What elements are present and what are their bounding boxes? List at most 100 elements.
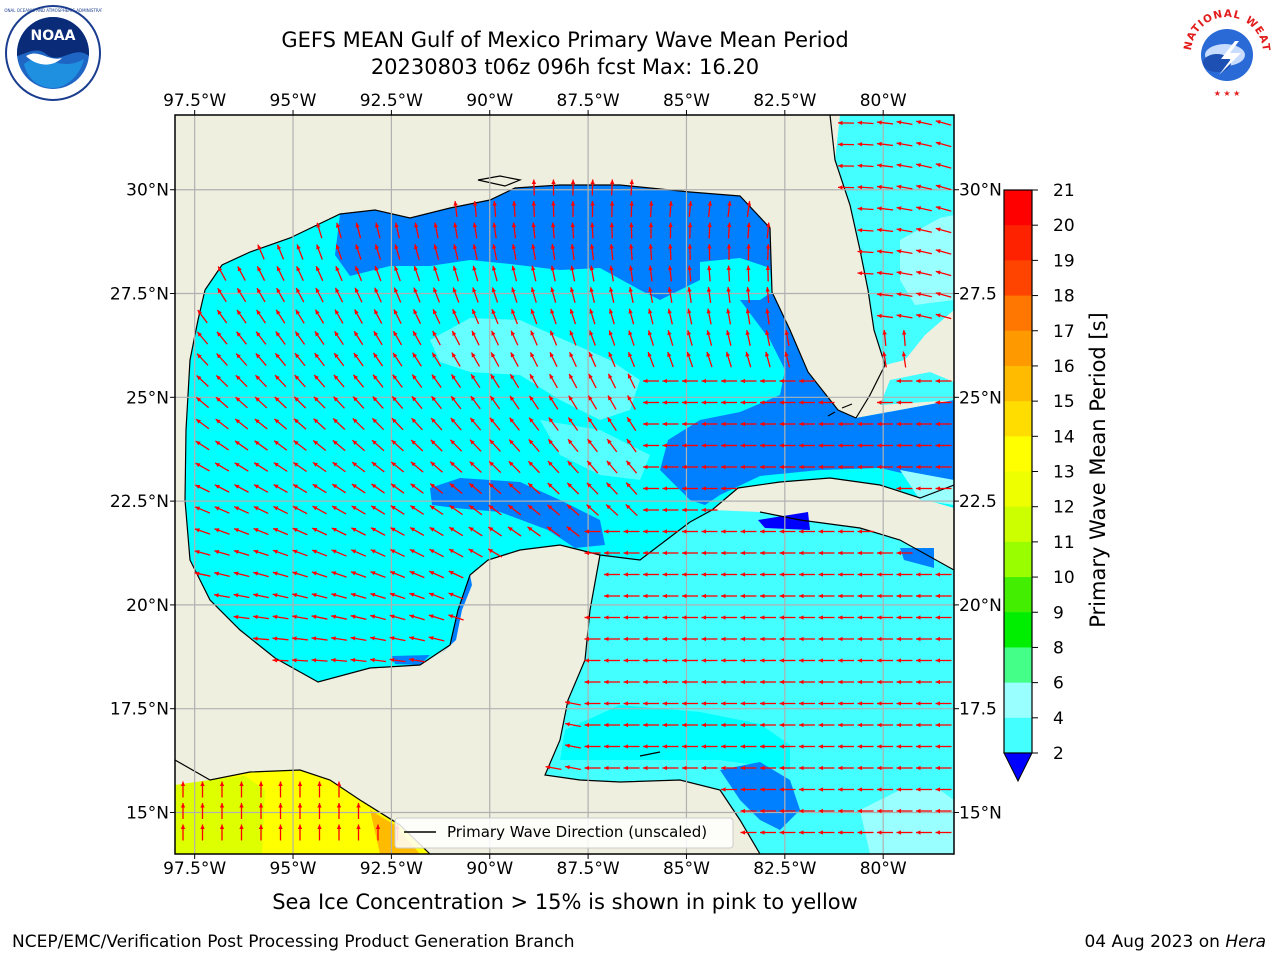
wave-arrow xyxy=(356,803,361,819)
wave-arrow xyxy=(410,483,424,494)
wave-arrow xyxy=(760,550,776,556)
wave-arrow xyxy=(292,527,308,536)
wave-arrow xyxy=(330,636,348,641)
wave-arrow xyxy=(701,615,718,620)
wave-arrow xyxy=(511,244,517,260)
footer-branch: NCEP/EMC/Verification Post Processing Pr… xyxy=(12,932,575,952)
wave-arrow xyxy=(838,615,854,620)
wave-arrow xyxy=(292,549,308,557)
wave-arrow xyxy=(570,200,576,218)
wave-arrow xyxy=(334,330,344,346)
wave-arrow xyxy=(545,765,562,770)
wave-arrow xyxy=(799,443,815,448)
wave-arrow xyxy=(682,701,698,706)
wave-arrow xyxy=(469,439,482,452)
wave-arrow xyxy=(565,765,581,771)
wave-arrow xyxy=(682,486,698,491)
svg-text:NATIONAL OCEANIC AND ATMOSPHER: NATIONAL OCEANIC AND ATMOSPHERIC ADMINIS… xyxy=(4,8,102,13)
wave-arrow xyxy=(317,824,322,841)
wave-arrow xyxy=(214,571,230,577)
wave-arrow xyxy=(237,266,246,281)
wave-arrow xyxy=(740,529,757,534)
lat-label-right: 15°N xyxy=(959,803,1002,823)
wave-arrow xyxy=(877,808,893,814)
wave-arrow xyxy=(765,243,771,261)
wave-arrow xyxy=(643,378,659,384)
wave-arrow xyxy=(390,505,405,515)
wave-arrow xyxy=(765,308,770,325)
wave-arrow xyxy=(648,308,654,325)
wave-arrow xyxy=(550,287,557,303)
wave-arrow xyxy=(721,679,737,685)
wave-arrow xyxy=(276,244,285,260)
wave-arrow xyxy=(252,636,270,641)
wave-arrow xyxy=(409,636,425,642)
wave-arrow xyxy=(857,185,874,190)
colorbar-segment xyxy=(1004,541,1032,578)
wave-arrow xyxy=(235,374,248,388)
wave-arrow xyxy=(587,395,598,410)
wave-arrow xyxy=(584,701,601,706)
wave-arrow xyxy=(409,592,425,600)
wave-arrow xyxy=(760,830,776,835)
wave-arrow xyxy=(589,265,595,282)
svg-text:★ ★ ★: ★ ★ ★ xyxy=(1214,89,1241,98)
wave-arrow xyxy=(510,352,519,367)
wave-arrow xyxy=(707,222,712,239)
wave-arrow xyxy=(706,286,712,304)
wave-arrow xyxy=(604,572,620,577)
wave-arrow xyxy=(331,571,347,578)
wave-arrow xyxy=(449,504,463,516)
colorbar-segment xyxy=(1004,295,1032,332)
wave-arrow xyxy=(490,373,500,389)
wave-arrow xyxy=(916,443,932,448)
wave-arrow xyxy=(296,244,304,260)
wave-arrow xyxy=(667,308,673,325)
wave-arrow xyxy=(294,352,306,367)
wave-arrow xyxy=(896,206,913,211)
wave-arrow xyxy=(701,701,718,706)
wave-arrow xyxy=(217,287,227,303)
wave-arrow xyxy=(608,330,616,346)
wave-arrow xyxy=(489,417,501,431)
wave-arrow xyxy=(350,636,367,641)
wave-arrow xyxy=(682,378,698,384)
wave-arrow xyxy=(701,507,718,513)
wave-arrow xyxy=(530,308,538,325)
wave-arrow xyxy=(687,222,693,239)
wave-arrow xyxy=(916,184,932,190)
wave-arrow xyxy=(662,679,679,685)
wave-arrow xyxy=(721,400,737,405)
wave-arrow xyxy=(857,550,874,556)
wave-arrow xyxy=(374,265,382,282)
colorbar-segment xyxy=(1004,330,1032,367)
wave-arrow xyxy=(682,658,698,663)
wave-arrow xyxy=(255,331,267,345)
wave-arrow xyxy=(760,787,776,792)
wave-arrow xyxy=(607,416,617,432)
wave-arrow xyxy=(838,443,854,448)
wave-arrow xyxy=(609,265,614,282)
colorbar-tick-label: 10 xyxy=(1053,568,1075,588)
wave-arrow xyxy=(275,331,286,345)
wave-arrow xyxy=(935,205,952,212)
wave-arrow xyxy=(935,830,952,835)
wave-arrow xyxy=(721,636,737,642)
wave-arrow xyxy=(876,206,894,211)
wave-arrow xyxy=(566,526,580,537)
wave-arrow xyxy=(590,222,595,239)
wave-arrow xyxy=(857,120,874,125)
wave-arrow xyxy=(488,482,502,495)
wave-arrow xyxy=(292,483,308,494)
wave-arrow xyxy=(896,421,913,427)
wave-arrow xyxy=(799,378,815,384)
wave-arrow xyxy=(531,265,537,282)
wave-arrow xyxy=(373,330,383,346)
wave-arrow xyxy=(818,550,835,556)
wave-arrow xyxy=(682,464,698,470)
wave-arrow xyxy=(799,765,815,771)
wave-arrow xyxy=(195,418,210,430)
wave-arrow xyxy=(236,309,247,324)
wave-arrow xyxy=(818,615,835,620)
wave-arrow xyxy=(278,824,283,841)
